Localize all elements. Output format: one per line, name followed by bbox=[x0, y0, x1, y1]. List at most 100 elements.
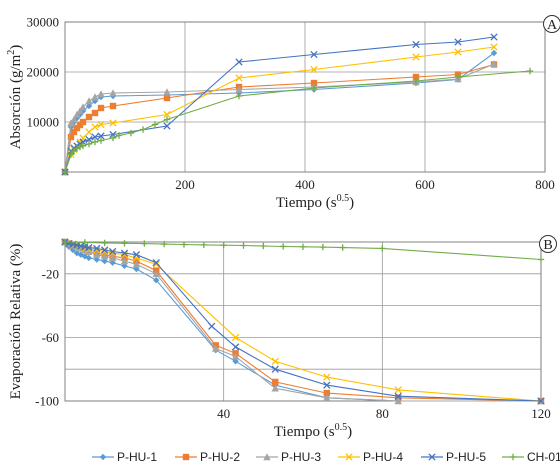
y-axis-title: Absorción (g/m2) bbox=[6, 45, 24, 150]
data-point bbox=[310, 65, 318, 74]
series-ch-01 bbox=[61, 238, 545, 263]
data-point bbox=[235, 85, 243, 93]
legend: P-HU-1 P-HU-2 P-HU-3 P-HU-4 P-HU-5 CH-01 bbox=[92, 450, 560, 464]
legend-label: P-HU-5 bbox=[446, 450, 486, 464]
x-tick-label: 80 bbox=[376, 406, 389, 421]
legend-label: P-HU-2 bbox=[200, 450, 240, 464]
data-point bbox=[120, 249, 129, 257]
data-point bbox=[67, 119, 75, 127]
data-point bbox=[97, 132, 105, 140]
data-point bbox=[537, 256, 545, 263]
data-point bbox=[271, 365, 279, 373]
data-point bbox=[91, 133, 99, 141]
x-tick-label: 40 bbox=[217, 406, 230, 421]
data-point bbox=[454, 48, 462, 56]
data-point bbox=[97, 137, 105, 144]
legend-item-p-hu-5: P-HU-5 bbox=[421, 450, 486, 464]
data-point bbox=[73, 110, 81, 118]
series-p-hu-5 bbox=[61, 238, 545, 405]
data-point bbox=[271, 384, 279, 392]
x-tick-label: 400 bbox=[295, 177, 315, 192]
y-tick-label: -60 bbox=[42, 330, 59, 345]
data-point bbox=[454, 38, 462, 46]
series-p-hu-4 bbox=[61, 43, 498, 176]
series-ch-01 bbox=[61, 67, 534, 176]
data-point bbox=[299, 243, 307, 250]
legend-marker bbox=[182, 453, 190, 461]
plot-frame bbox=[64, 21, 546, 173]
series-line bbox=[64, 52, 495, 173]
legend-item-p-hu-4: P-HU-4 bbox=[338, 450, 403, 464]
data-point bbox=[260, 242, 267, 250]
data-point bbox=[127, 129, 135, 137]
data-point bbox=[152, 259, 160, 267]
data-point bbox=[101, 239, 108, 247]
x-tick-label: 600 bbox=[415, 177, 435, 192]
x-tick-label: 120 bbox=[531, 406, 551, 421]
y-tick-label: -20 bbox=[42, 266, 59, 281]
data-point bbox=[70, 128, 78, 136]
legend-marker bbox=[99, 453, 107, 461]
data-point bbox=[139, 126, 147, 133]
legend-label: CH-01 bbox=[527, 450, 560, 464]
data-point bbox=[160, 240, 168, 248]
series-line bbox=[64, 36, 495, 173]
data-point bbox=[394, 392, 402, 400]
data-point bbox=[85, 243, 93, 252]
series-p-hu-2 bbox=[61, 61, 498, 176]
x-axis-title: Tiempo (s0.5) bbox=[274, 422, 352, 440]
data-point bbox=[79, 142, 87, 150]
legend-label: P-HU-1 bbox=[117, 450, 157, 464]
data-point bbox=[132, 251, 141, 259]
data-point bbox=[85, 140, 93, 148]
data-point bbox=[231, 333, 240, 342]
data-point bbox=[379, 245, 386, 252]
panel-badge bbox=[543, 15, 560, 33]
data-point bbox=[526, 67, 534, 75]
data-point bbox=[323, 394, 331, 402]
x-axis-title: Tiempo (s0.5) bbox=[276, 193, 354, 211]
data-point bbox=[152, 270, 160, 277]
data-point bbox=[231, 343, 240, 351]
data-point bbox=[70, 115, 78, 123]
data-point bbox=[85, 135, 93, 144]
data-point bbox=[108, 254, 117, 262]
y-tick-label: -100 bbox=[35, 394, 59, 409]
data-point bbox=[412, 53, 420, 61]
data-point bbox=[231, 352, 240, 360]
data-point bbox=[141, 240, 148, 247]
data-point bbox=[310, 84, 318, 92]
data-point bbox=[412, 77, 420, 85]
data-point bbox=[235, 74, 243, 82]
data-point bbox=[537, 397, 545, 405]
data-point bbox=[93, 251, 101, 258]
data-point bbox=[121, 240, 128, 247]
series-p-hu-1 bbox=[61, 49, 498, 176]
legend-marker bbox=[345, 453, 353, 461]
data-point bbox=[91, 138, 99, 146]
data-point bbox=[279, 243, 287, 250]
data-point bbox=[61, 238, 69, 246]
data-point bbox=[91, 109, 99, 117]
data-point bbox=[67, 133, 75, 141]
data-point bbox=[101, 246, 109, 254]
data-point bbox=[163, 116, 171, 123]
data-point bbox=[163, 94, 171, 102]
data-point bbox=[339, 244, 346, 251]
data-point bbox=[323, 381, 331, 389]
data-point bbox=[97, 104, 105, 112]
data-point bbox=[85, 254, 92, 262]
data-point bbox=[490, 33, 498, 41]
data-point bbox=[163, 122, 171, 130]
data-point bbox=[490, 60, 498, 68]
data-point bbox=[235, 58, 243, 66]
data-point bbox=[271, 357, 279, 365]
data-point bbox=[79, 118, 87, 126]
legend-marker bbox=[263, 453, 271, 461]
data-point bbox=[85, 128, 93, 136]
data-point bbox=[180, 241, 188, 248]
data-point bbox=[212, 344, 220, 352]
data-point bbox=[240, 242, 247, 249]
data-point bbox=[394, 397, 402, 405]
